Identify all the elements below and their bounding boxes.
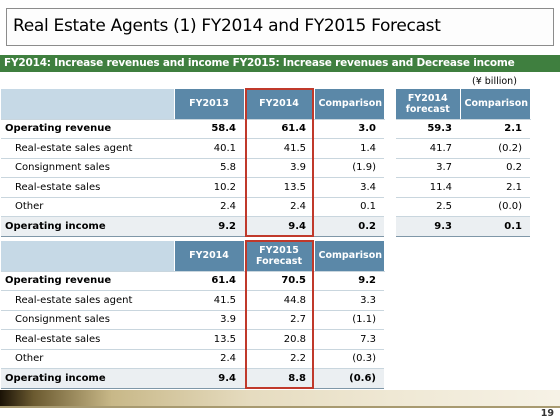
table-fy2013-fy2014: FY2013 FY2014 Comparison Operating reven… <box>1 89 385 237</box>
table-row-total: Operating income 9.4 8.8 (0.6) <box>1 368 384 389</box>
cell: 9.3 <box>396 216 460 237</box>
table-row: 3.7 0.2 <box>396 158 530 178</box>
table-row: Operating revenue 61.4 70.5 9.2 <box>1 271 384 291</box>
cell: 2.1 <box>460 119 530 139</box>
row-label: Operating revenue <box>1 271 174 291</box>
cell: 8.8 <box>244 368 314 389</box>
table-row: 2.5 (0.0) <box>396 197 530 217</box>
table-row: 41.7 (0.2) <box>396 138 530 159</box>
row-label: Real-estate sales agent <box>1 138 174 159</box>
cell: 44.8 <box>244 290 314 311</box>
cell: 2.4 <box>244 197 314 217</box>
cell: 1.4 <box>314 138 384 159</box>
cell: 13.5 <box>174 329 244 350</box>
cell: (0.0) <box>460 197 530 217</box>
cell: 2.4 <box>174 197 244 217</box>
header-fy2014-forecast: FY2014 forecast <box>396 89 461 120</box>
cell: 3.3 <box>314 290 384 311</box>
table-row: Real-estate sales 13.5 20.8 7.3 <box>1 329 384 350</box>
page-number: 19 <box>540 408 554 419</box>
cell: 0.2 <box>460 158 530 178</box>
cell: 9.2 <box>174 216 244 237</box>
table-row: Other 2.4 2.4 0.1 <box>1 197 384 217</box>
table-row: Consignment sales 5.8 3.9 (1.9) <box>1 158 384 178</box>
cell: 61.4 <box>174 271 244 291</box>
header-comparison: Comparison <box>460 89 531 120</box>
cell: 0.2 <box>314 216 384 237</box>
table-row: Real-estate sales agent 40.1 41.5 1.4 <box>1 138 384 159</box>
cell: 9.4 <box>174 368 244 389</box>
header-blank <box>1 241 175 272</box>
row-label: Real-estate sales agent <box>1 290 174 311</box>
cell: 41.5 <box>174 290 244 311</box>
table-row: Real-estate sales 10.2 13.5 3.4 <box>1 177 384 198</box>
header-fy2013: FY2013 <box>174 89 245 120</box>
table-row: Other 2.4 2.2 (0.3) <box>1 349 384 369</box>
table-row: Real-estate sales agent 41.5 44.8 3.3 <box>1 290 384 311</box>
table-row: 59.3 2.1 <box>396 119 530 139</box>
row-label: Real-estate sales <box>1 177 174 198</box>
cell: 41.7 <box>396 138 460 159</box>
cell: 2.4 <box>174 349 244 369</box>
cell: 59.3 <box>396 119 460 139</box>
cell: 3.4 <box>314 177 384 198</box>
cell: (1.1) <box>314 310 384 330</box>
table-row: 11.4 2.1 <box>396 177 530 198</box>
cell: 2.2 <box>244 349 314 369</box>
cell: 3.0 <box>314 119 384 139</box>
cell: (0.6) <box>314 368 384 389</box>
subtitle-bar: FY2014: Increase revenues and income FY2… <box>0 55 560 72</box>
table-fy2014-forecast: FY2014 forecast Comparison 59.3 2.1 41.7… <box>396 89 531 237</box>
header-fy2014: FY2014 <box>244 89 315 120</box>
row-label: Real-estate sales <box>1 329 174 350</box>
row-label: Consignment sales <box>1 158 174 178</box>
cell: 0.1 <box>314 197 384 217</box>
table-fy2014-fy2015: FY2014 FY2015 Forecast Comparison Operat… <box>1 241 385 389</box>
table-row: Operating revenue 58.4 61.4 3.0 <box>1 119 384 139</box>
header-fy2014: FY2014 <box>174 241 245 272</box>
cell: 61.4 <box>244 119 314 139</box>
table-row: Consignment sales 3.9 2.7 (1.1) <box>1 310 384 330</box>
row-label: Operating income <box>1 368 174 389</box>
table-row-total: 9.3 0.1 <box>396 216 530 237</box>
footer-divider <box>0 406 560 408</box>
row-label: Other <box>1 197 174 217</box>
title-box: Real Estate Agents (1) FY2014 and FY2015… <box>6 8 554 46</box>
cell: 3.9 <box>244 158 314 178</box>
cell: 70.5 <box>244 271 314 291</box>
cell: 9.2 <box>314 271 384 291</box>
cell: 7.3 <box>314 329 384 350</box>
row-label: Operating revenue <box>1 119 174 139</box>
cell: (0.2) <box>460 138 530 159</box>
cell: 3.9 <box>174 310 244 330</box>
cell: 13.5 <box>244 177 314 198</box>
cell: 40.1 <box>174 138 244 159</box>
cell: 11.4 <box>396 177 460 198</box>
cell: 3.7 <box>396 158 460 178</box>
row-label: Operating income <box>1 216 174 237</box>
unit-label: (¥ billion) <box>472 76 517 87</box>
cell: (1.9) <box>314 158 384 178</box>
footer-band <box>0 390 560 406</box>
cell: (0.3) <box>314 349 384 369</box>
cell: 2.5 <box>396 197 460 217</box>
cell: 0.1 <box>460 216 530 237</box>
cell: 2.7 <box>244 310 314 330</box>
page-title: Real Estate Agents (1) FY2014 and FY2015… <box>13 16 441 36</box>
header-fy2015-forecast: FY2015 Forecast <box>244 241 315 272</box>
cell: 58.4 <box>174 119 244 139</box>
header-blank <box>1 89 175 120</box>
cell: 41.5 <box>244 138 314 159</box>
cell: 20.8 <box>244 329 314 350</box>
header-comparison: Comparison <box>314 89 385 120</box>
row-label: Consignment sales <box>1 310 174 330</box>
cell: 2.1 <box>460 177 530 198</box>
table-row-total: Operating income 9.2 9.4 0.2 <box>1 216 384 237</box>
cell: 9.4 <box>244 216 314 237</box>
cell: 10.2 <box>174 177 244 198</box>
row-label: Other <box>1 349 174 369</box>
cell: 5.8 <box>174 158 244 178</box>
header-comparison: Comparison <box>314 241 385 272</box>
